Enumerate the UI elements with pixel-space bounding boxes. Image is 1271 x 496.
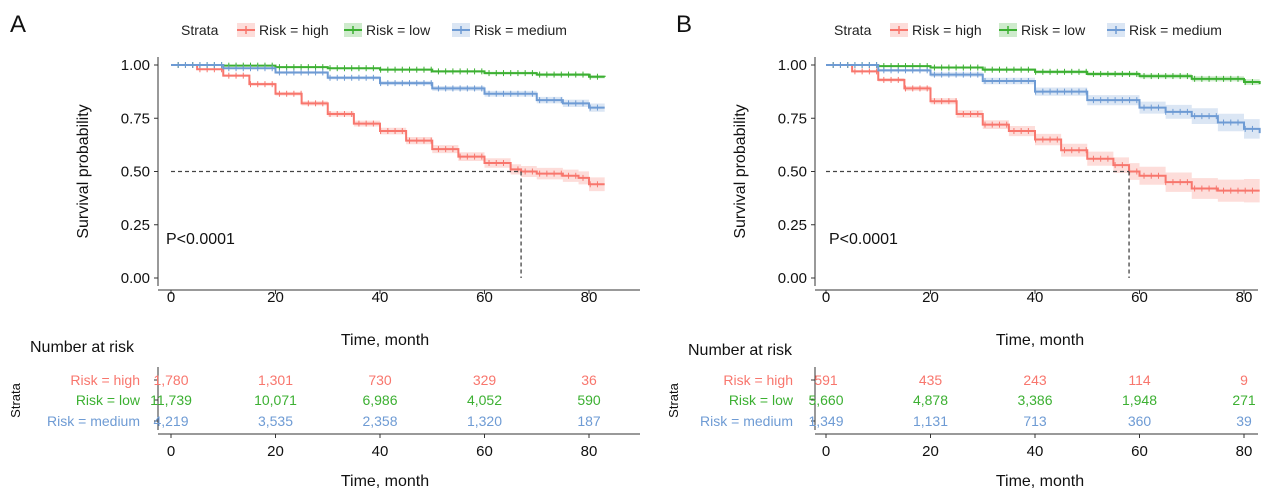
survival-curve-medium	[171, 64, 605, 109]
risk-count: 6,986	[362, 392, 397, 408]
risk-count: 713	[1023, 413, 1047, 429]
risk-count: 2,358	[362, 413, 397, 429]
risk-count: 187	[577, 413, 601, 429]
x-tick-label: 80	[1236, 289, 1253, 306]
risk-row-label: Risk = high	[723, 372, 793, 388]
risk-count: 1,349	[808, 413, 843, 429]
risk-count: 435	[919, 372, 943, 388]
y-tick-label: 0.50	[121, 164, 150, 181]
risk-row-label: Risk = high	[70, 372, 140, 388]
y-tick-label: 0.50	[778, 164, 807, 181]
risk-count: 114	[1128, 372, 1151, 388]
legend-entry: Risk = medium	[474, 22, 567, 38]
x-tick-label: 40	[1027, 289, 1044, 306]
risk-count: 4,878	[913, 392, 948, 408]
y-tick-label: 1.00	[121, 57, 150, 74]
risk-count: 9	[1240, 372, 1248, 388]
y-axis-title: Survival probability	[75, 104, 92, 238]
risk-table-title: Number at risk	[30, 339, 135, 356]
risk-count: 1,131	[913, 413, 948, 429]
y-tick-label: 0.00	[121, 270, 150, 287]
risk-x-tick-label: 40	[372, 443, 389, 460]
risk-row-label: Risk = low	[729, 392, 794, 408]
y-tick-label: 0.00	[778, 270, 807, 287]
x-tick-label: 80	[581, 289, 598, 306]
legend-entry: Risk = medium	[1129, 22, 1222, 38]
risk-x-tick-label: 0	[822, 443, 830, 460]
panel-label: A	[10, 11, 26, 38]
risk-count: 1,320	[467, 413, 502, 429]
risk-table-y-title: Strata	[8, 382, 23, 417]
legend-title: Strata	[834, 22, 872, 38]
risk-count: 4,052	[467, 392, 502, 408]
risk-count: 271	[1232, 392, 1256, 408]
risk-count: 10,071	[254, 392, 297, 408]
legend-entry: Risk = low	[366, 22, 431, 38]
panel-label: B	[676, 11, 692, 38]
survival-curve-medium	[826, 64, 1261, 134]
risk-count: 3,535	[258, 413, 293, 429]
risk-table-y-title: Strata	[666, 382, 681, 417]
risk-row-label: Risk = medium	[700, 413, 793, 429]
y-tick-label: 1.00	[778, 57, 807, 74]
legend-entry: Risk = high	[259, 22, 329, 38]
x-tick-label: 20	[922, 289, 939, 306]
x-axis-title: Time, month	[996, 332, 1084, 349]
y-axis-title: Survival probability	[732, 104, 749, 238]
y-tick-label: 0.75	[121, 110, 150, 127]
risk-x-tick-label: 80	[1236, 443, 1253, 460]
x-tick-label: 60	[476, 289, 493, 306]
x-tick-label: 0	[167, 289, 175, 306]
risk-count: 329	[473, 372, 497, 388]
risk-count: 5,660	[808, 392, 843, 408]
p-value-label: P<0.0001	[829, 231, 898, 248]
survival-curve-low	[171, 64, 606, 78]
x-axis-title: Time, month	[341, 332, 429, 349]
risk-x-tick-label: 0	[167, 443, 175, 460]
legend-title: Strata	[181, 22, 219, 38]
risk-x-tick-label: 60	[1131, 443, 1148, 460]
risk-table-title: Number at risk	[688, 342, 793, 359]
risk-table-x-title: Time, month	[341, 473, 429, 490]
risk-count: 243	[1023, 372, 1047, 388]
x-tick-label: 60	[1131, 289, 1148, 306]
y-tick-label: 0.25	[121, 217, 150, 234]
x-tick-label: 20	[267, 289, 284, 306]
risk-x-tick-label: 20	[922, 443, 939, 460]
risk-count: 11,739	[150, 392, 192, 408]
legend-entry: Risk = high	[912, 22, 982, 38]
risk-count: 4,219	[153, 413, 188, 429]
risk-count: 39	[1236, 413, 1252, 429]
survival-curve-high	[171, 64, 605, 186]
y-tick-label: 0.75	[778, 110, 807, 127]
risk-count: 590	[577, 392, 601, 408]
x-tick-label: 0	[822, 289, 830, 306]
risk-count: 1,948	[1122, 392, 1157, 408]
risk-table-x-title: Time, month	[996, 473, 1084, 490]
risk-count: 730	[368, 372, 392, 388]
risk-count: 3,386	[1017, 392, 1052, 408]
x-tick-label: 40	[372, 289, 389, 306]
risk-count: 591	[814, 372, 838, 388]
p-value-label: P<0.0001	[166, 231, 235, 248]
legend-entry: Risk = low	[1021, 22, 1086, 38]
risk-x-tick-label: 20	[267, 443, 284, 460]
ci-band-high	[826, 65, 1260, 204]
risk-count: 1,780	[153, 372, 188, 388]
risk-count: 36	[581, 372, 597, 388]
risk-row-label: Risk = medium	[47, 413, 140, 429]
risk-x-tick-label: 40	[1027, 443, 1044, 460]
risk-row-label: Risk = low	[76, 392, 141, 408]
survival-curve-low	[826, 64, 1261, 85]
risk-x-tick-label: 80	[581, 443, 598, 460]
risk-count: 1,301	[258, 372, 293, 388]
risk-count: 360	[1128, 413, 1152, 429]
survival-curve-high	[826, 64, 1260, 192]
risk-x-tick-label: 60	[476, 443, 493, 460]
y-tick-label: 0.25	[778, 217, 807, 234]
